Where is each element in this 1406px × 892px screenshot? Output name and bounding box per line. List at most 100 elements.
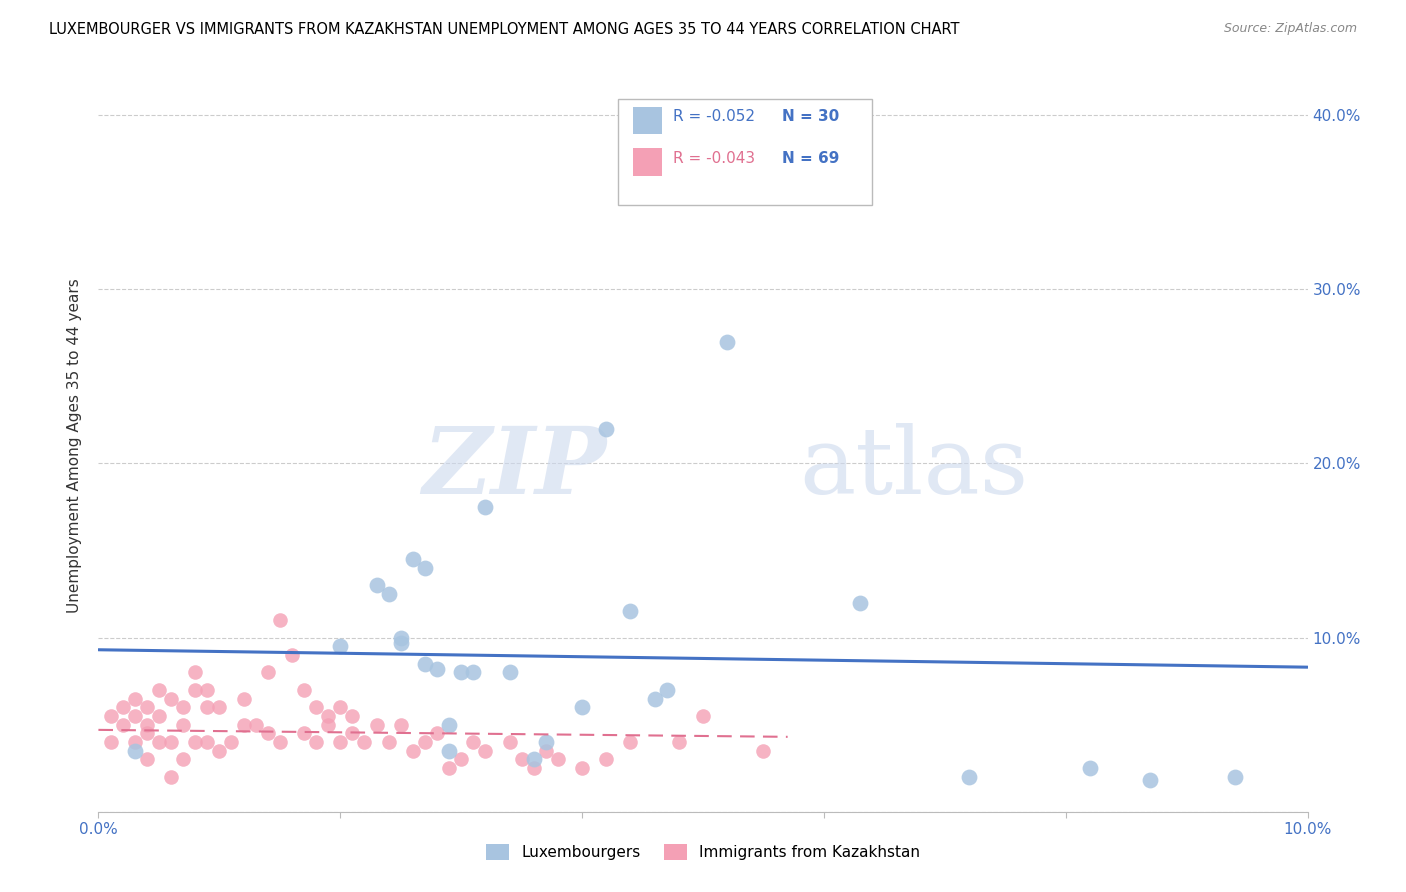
Point [111, 717, 134, 731]
Point [172, 717, 194, 731]
Point [342, 726, 364, 740]
Point [498, 735, 520, 749]
Point [292, 726, 315, 740]
Legend: Luxembourgers, Immigrants from Kazakhstan: Luxembourgers, Immigrants from Kazakhsta… [481, 838, 925, 866]
Point [426, 726, 449, 740]
Point [413, 657, 436, 671]
Point [463, 735, 485, 749]
Point [160, 691, 183, 706]
Text: R = -0.043: R = -0.043 [672, 151, 755, 166]
Point [208, 744, 231, 758]
Point [523, 761, 546, 775]
Point [316, 709, 339, 723]
Point [692, 178, 714, 192]
Point [595, 421, 617, 435]
Point [534, 744, 557, 758]
Point [752, 744, 775, 758]
Text: Source: ZipAtlas.com: Source: ZipAtlas.com [1223, 22, 1357, 36]
Point [184, 665, 207, 680]
Point [366, 578, 388, 592]
Point [1078, 761, 1101, 775]
Point [353, 735, 375, 749]
Point [342, 709, 364, 723]
Point [148, 709, 170, 723]
FancyBboxPatch shape [633, 107, 662, 135]
Point [172, 700, 194, 714]
Point [692, 709, 714, 723]
Point [135, 726, 157, 740]
Point [668, 735, 690, 749]
Point [305, 700, 328, 714]
Point [245, 717, 267, 731]
Point [281, 648, 304, 662]
Point [389, 636, 412, 650]
Y-axis label: Unemployment Among Ages 35 to 44 years: Unemployment Among Ages 35 to 44 years [67, 278, 83, 614]
Point [437, 717, 460, 731]
Point [124, 709, 146, 723]
Point [571, 761, 593, 775]
Point [437, 761, 460, 775]
Text: N = 69: N = 69 [782, 151, 839, 166]
Point [474, 744, 496, 758]
Point [184, 682, 207, 697]
FancyBboxPatch shape [619, 99, 872, 204]
Point [256, 665, 278, 680]
Point [124, 691, 146, 706]
Point [305, 735, 328, 749]
Point [413, 561, 436, 575]
Point [619, 735, 641, 749]
Point [523, 752, 546, 766]
Point [292, 682, 315, 697]
Point [221, 735, 243, 749]
Text: LUXEMBOURGER VS IMMIGRANTS FROM KAZAKHSTAN UNEMPLOYMENT AMONG AGES 35 TO 44 YEAR: LUXEMBOURGER VS IMMIGRANTS FROM KAZAKHST… [49, 22, 960, 37]
Text: atlas: atlas [800, 423, 1029, 513]
Point [402, 552, 425, 566]
Point [402, 744, 425, 758]
Point [100, 735, 122, 749]
Point [135, 752, 157, 766]
Point [655, 682, 678, 697]
Point [208, 700, 231, 714]
Point [413, 735, 436, 749]
Text: R = -0.052: R = -0.052 [672, 110, 755, 124]
Point [619, 604, 641, 618]
Point [124, 744, 146, 758]
Point [124, 735, 146, 749]
Point [595, 752, 617, 766]
Point [160, 770, 183, 784]
Point [450, 665, 472, 680]
Text: N = 30: N = 30 [782, 110, 839, 124]
Point [100, 709, 122, 723]
Point [160, 735, 183, 749]
Point [474, 500, 496, 514]
Point [135, 700, 157, 714]
Point [316, 717, 339, 731]
Point [148, 682, 170, 697]
Point [377, 735, 399, 749]
Point [716, 334, 738, 349]
Point [377, 587, 399, 601]
Point [366, 717, 388, 731]
Point [510, 752, 533, 766]
Text: ZIP: ZIP [422, 423, 606, 513]
Point [256, 726, 278, 740]
Point [571, 700, 593, 714]
Point [148, 735, 170, 749]
Point [849, 596, 872, 610]
Point [195, 735, 218, 749]
Point [329, 640, 352, 654]
Point [269, 735, 291, 749]
Point [534, 735, 557, 749]
Point [269, 613, 291, 627]
Point [498, 665, 520, 680]
Point [389, 631, 412, 645]
Point [172, 752, 194, 766]
Point [232, 691, 254, 706]
FancyBboxPatch shape [633, 148, 662, 176]
Point [463, 665, 485, 680]
Point [1223, 770, 1246, 784]
Point [437, 744, 460, 758]
Point [389, 717, 412, 731]
Point [329, 735, 352, 749]
Point [644, 691, 666, 706]
